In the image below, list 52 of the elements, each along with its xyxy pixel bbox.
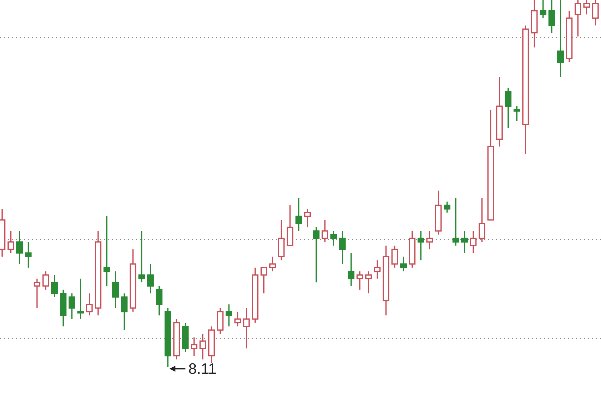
candlestick	[234, 311, 242, 328]
candlestick	[8, 230, 14, 254]
candlestick	[548, 0, 556, 34]
candlestick	[461, 230, 468, 254]
candlestick	[217, 308, 224, 335]
candlestick	[322, 220, 328, 243]
candlestick	[138, 230, 146, 284]
candlestick	[392, 245, 398, 269]
candlestick	[296, 198, 302, 232]
candlestick	[452, 198, 460, 246]
candlestick	[426, 230, 434, 250]
candlestick	[557, 0, 564, 78]
candlestick	[400, 256, 407, 272]
candlestick	[270, 256, 276, 272]
candlestick	[505, 87, 512, 130]
annotation: 8.11	[188, 361, 217, 378]
candlestick	[42, 270, 50, 291]
candlestick	[68, 293, 76, 320]
candlestick	[16, 230, 24, 265]
candlestick	[104, 216, 110, 287]
candlestick	[156, 286, 163, 316]
candlestick	[330, 230, 338, 246]
candlestick	[243, 308, 250, 350]
candlestick	[78, 278, 84, 320]
candlestick	[286, 204, 294, 246]
candlestick	[418, 230, 424, 262]
candlestick	[365, 270, 372, 294]
candlestick	[86, 293, 93, 316]
candlestick	[147, 264, 154, 294]
candlestick	[200, 333, 206, 360]
candlestick	[260, 267, 268, 294]
candlestick	[25, 242, 32, 269]
candlestick	[112, 270, 120, 309]
candlestick	[278, 220, 285, 262]
candlestick	[540, 0, 547, 19]
candlestick	[470, 230, 477, 254]
candlestick	[444, 201, 451, 214]
candlestick	[348, 252, 355, 287]
candlestick	[313, 226, 320, 284]
candlestick	[34, 278, 41, 309]
candlestick	[51, 274, 58, 298]
candlestick	[121, 293, 128, 331]
candlestick	[182, 322, 189, 353]
candlestick	[356, 270, 364, 291]
candlestick	[478, 198, 486, 243]
candlestick	[339, 230, 346, 265]
candlestick	[304, 208, 312, 228]
candlestick	[226, 304, 233, 328]
candlestick	[191, 337, 198, 357]
candlestick	[374, 260, 381, 280]
candlestick	[60, 289, 67, 328]
candlestick	[514, 106, 520, 122]
